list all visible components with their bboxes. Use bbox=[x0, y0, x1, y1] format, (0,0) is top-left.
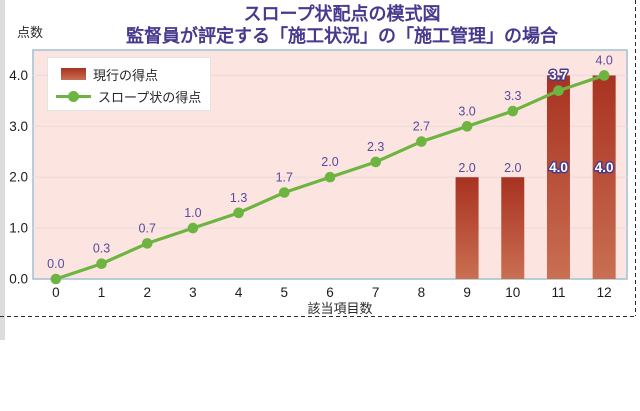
x-tick-label: 3 bbox=[189, 285, 197, 300]
y-tick-label: 2.0 bbox=[9, 170, 28, 185]
y-tick-label: 1.0 bbox=[9, 221, 28, 236]
line-marker bbox=[141, 238, 153, 249]
x-tick-label: 7 bbox=[372, 285, 380, 300]
line-data-label: 4.0 bbox=[595, 53, 612, 67]
bar-data-label: 4.0 bbox=[549, 160, 568, 175]
line-data-label: 1.3 bbox=[230, 191, 247, 205]
line-data-label: 3.3 bbox=[504, 89, 521, 103]
legend-item-line-label: スロープ状の得点 bbox=[98, 89, 202, 105]
x-tick-label: 10 bbox=[505, 285, 520, 300]
clip-dashed-border-bottom bbox=[0, 316, 636, 317]
line-marker bbox=[279, 187, 290, 198]
chart-title-line1: スロープ状配点の模式図 bbox=[243, 4, 441, 24]
chart-title-line2: 監督員が評定する「施工状況」の「施工管理」の場合 bbox=[126, 26, 558, 46]
bar bbox=[501, 177, 525, 279]
line-marker bbox=[553, 85, 564, 97]
x-tick-label: 8 bbox=[418, 285, 426, 300]
bar bbox=[546, 75, 570, 279]
chart-canvas: 0.01.02.03.04.00 1 2 3 4 5 6 7 8 9 10 11 120.00.30.7… bbox=[9, 49, 628, 300]
line-series-swatch bbox=[56, 90, 91, 102]
x-tick-label: 2 bbox=[143, 285, 151, 300]
line-data-label: 0.3 bbox=[93, 242, 110, 256]
x-tick-label: 9 bbox=[463, 285, 471, 300]
line-marker bbox=[50, 273, 62, 285]
x-tick-label: 12 bbox=[597, 285, 612, 300]
bar bbox=[592, 75, 616, 279]
y-tick-label: 3.0 bbox=[9, 119, 28, 134]
line-marker bbox=[461, 121, 473, 132]
line-data-label: 0.0 bbox=[47, 257, 64, 271]
chart-title: スロープ状配点の模式図 監督員が評定する「施工状況」の「施工管理」の場合 bbox=[40, 3, 640, 47]
line-data-label: 3.7 bbox=[549, 68, 568, 83]
bar-data-label: 2.0 bbox=[504, 161, 521, 175]
line-data-label: 0.7 bbox=[139, 221, 156, 235]
legend-item-bar: 現行の得点 bbox=[56, 63, 210, 85]
line-marker bbox=[507, 105, 519, 117]
line-marker bbox=[187, 222, 199, 234]
bar-data-label: 4.0 bbox=[595, 160, 614, 175]
line-data-label: 1.7 bbox=[276, 170, 293, 184]
line-marker bbox=[598, 70, 610, 81]
legend-item-line: スロープ状の得点 bbox=[56, 85, 210, 107]
line-marker bbox=[416, 136, 427, 147]
x-tick-label: 1 bbox=[98, 285, 106, 300]
line-marker bbox=[233, 207, 244, 219]
line-marker bbox=[96, 258, 107, 270]
x-tick-label: 0 bbox=[52, 285, 60, 300]
bar bbox=[455, 177, 479, 279]
x-tick-label: 5 bbox=[281, 285, 289, 300]
legend-item-bar-label: 現行の得点 bbox=[93, 67, 159, 83]
bar-series-swatch bbox=[61, 68, 86, 80]
bar-data-label: 2.0 bbox=[458, 161, 475, 175]
y-tick-label: 0.0 bbox=[9, 272, 28, 287]
line-data-label: 1.0 bbox=[184, 206, 201, 220]
line-marker bbox=[370, 156, 381, 168]
x-axis-title: 該当項目数 bbox=[307, 301, 373, 316]
page-scan-edge bbox=[0, 0, 5, 340]
line-marker bbox=[324, 171, 336, 183]
line-data-label: 2.3 bbox=[367, 140, 384, 154]
chart-legend: 現行の得点 スロープ状の得点 bbox=[47, 57, 211, 111]
x-tick-label: 4 bbox=[235, 285, 243, 300]
line-data-label: 2.7 bbox=[413, 120, 430, 134]
x-tick-label: 6 bbox=[326, 285, 334, 300]
x-tick-label: 11 bbox=[551, 285, 565, 300]
clip-dashed-border-right bbox=[635, 0, 636, 316]
y-axis-unit-label: 点数 bbox=[17, 25, 44, 40]
line-data-label: 2.0 bbox=[321, 155, 338, 169]
y-tick-label: 4.0 bbox=[9, 68, 28, 83]
line-data-label: 3.0 bbox=[458, 104, 475, 118]
